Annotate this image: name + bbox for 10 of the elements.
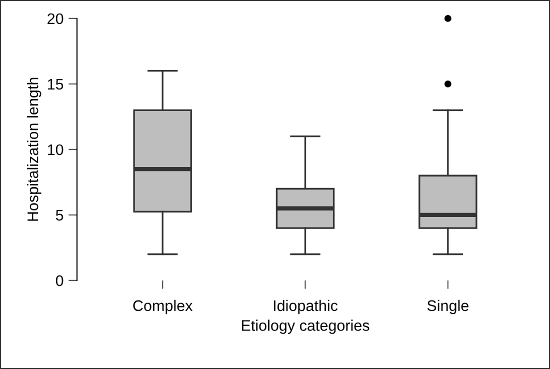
y-tick-label: 5 <box>56 210 64 221</box>
y-tick-label: 10 <box>48 144 64 156</box>
x-tick-label: Single <box>427 300 468 314</box>
x-tick-label: Idiopathic <box>274 300 338 314</box>
y-tick-label: 15 <box>48 78 64 90</box>
y-tick-label: 0 <box>56 275 64 286</box>
y-tick-label: 20 <box>48 13 64 24</box>
x-axis-title: Etiology categories <box>242 320 370 334</box>
x-tick-label: Complex <box>133 300 193 314</box>
y-axis-title: Hospitalization length <box>27 78 42 221</box>
